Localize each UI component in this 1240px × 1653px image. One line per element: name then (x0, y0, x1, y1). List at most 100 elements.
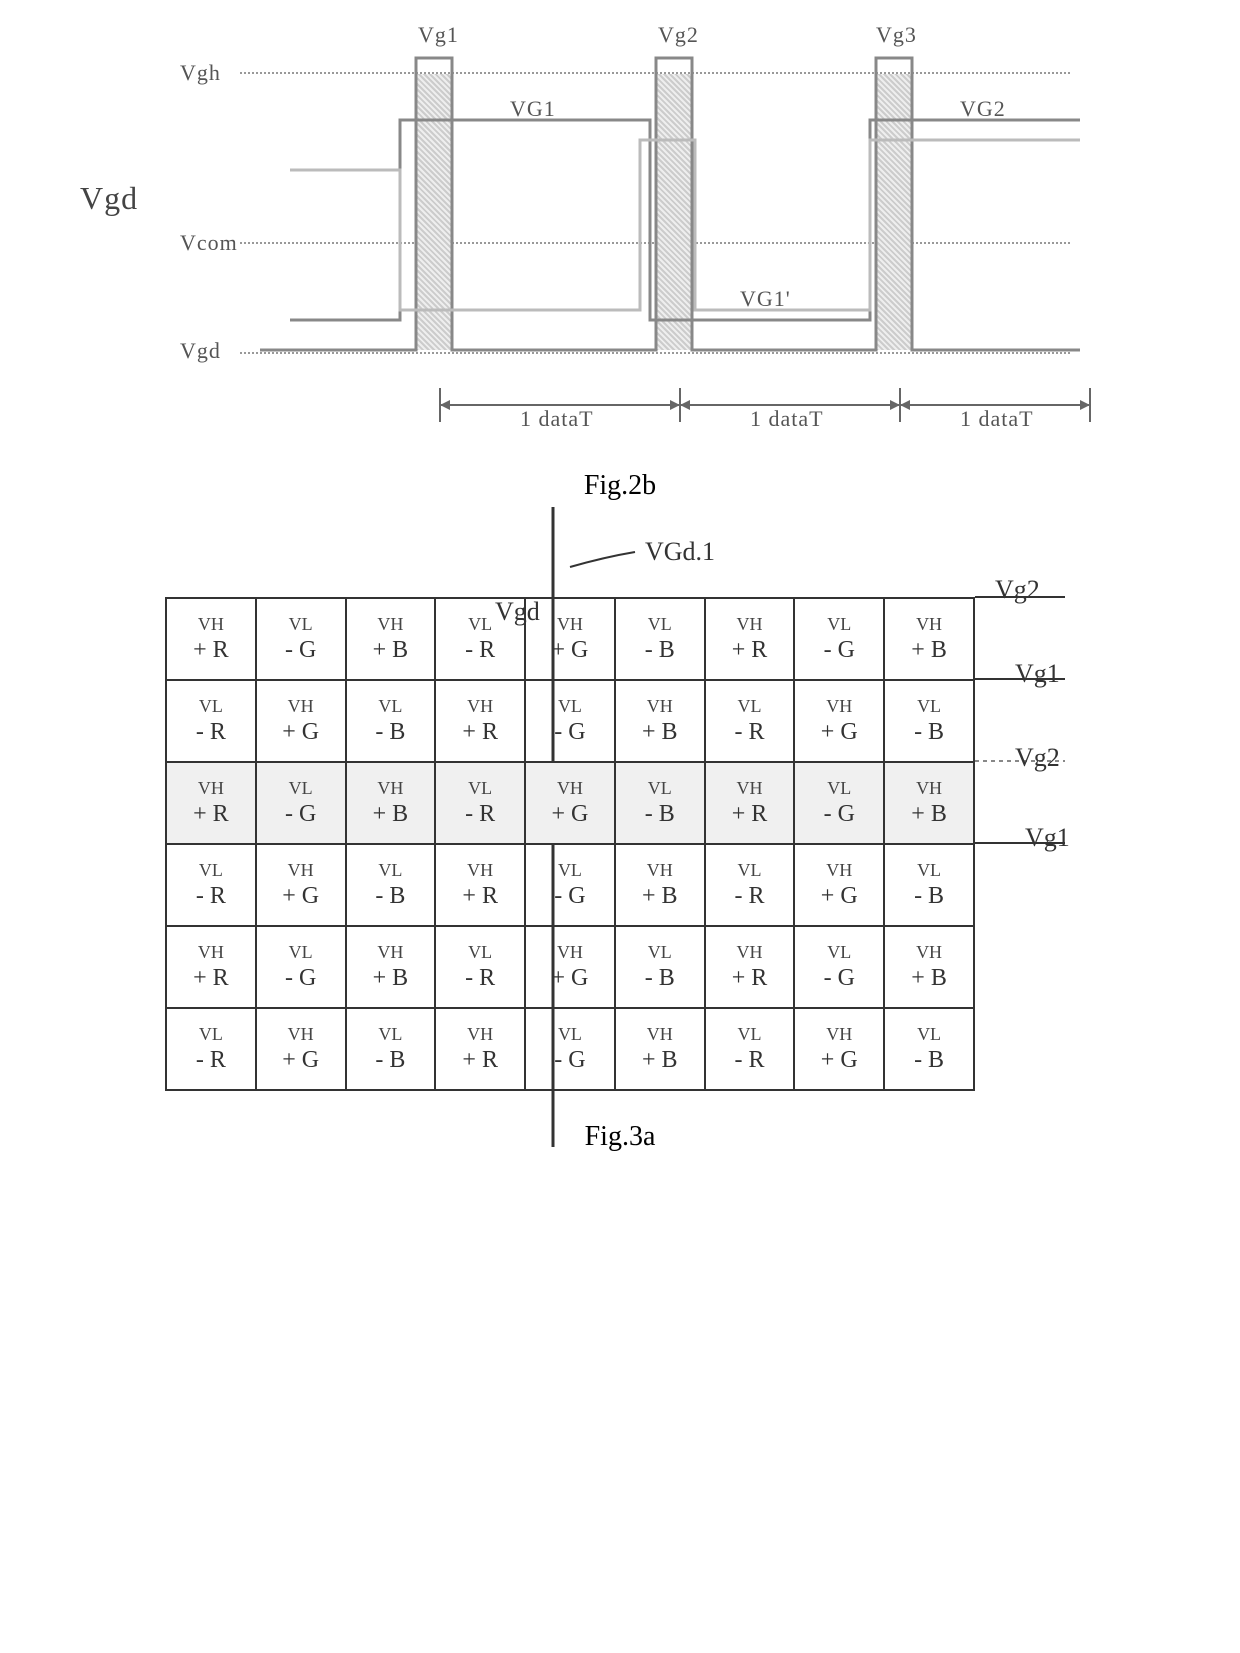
cell-top-label: VL (257, 942, 345, 963)
pixel-cell: VH+ G (794, 844, 884, 926)
cell-top-label: VL (616, 942, 704, 963)
table-row: VH+ RVL- GVH+ BVL- RVH+ GVL- BVH+ RVL- G… (166, 762, 974, 844)
cell-top-label: VH (795, 1024, 883, 1045)
side-vg2-a: Vg2 (995, 575, 1040, 605)
cell-bot-label: + G (257, 719, 345, 746)
cell-top-label: VL (526, 860, 614, 881)
cell-top-label: VL (616, 614, 704, 635)
cell-top-label: VH (436, 1024, 524, 1045)
cell-top-label: VL (706, 696, 794, 717)
cell-bot-label: + R (706, 965, 794, 992)
cell-bot-label: - R (436, 965, 524, 992)
cell-bot-label: + R (436, 883, 524, 910)
cell-bot-label: + G (257, 883, 345, 910)
cell-bot-label: - G (526, 1047, 614, 1074)
pixel-cell: VL- B (884, 680, 974, 762)
pixel-cell: VH+ B (615, 680, 705, 762)
side-vg2-b: Vg2 (1015, 743, 1060, 773)
table-row: VL- RVH+ GVL- BVH+ RVL- GVH+ BVL- RVH+ G… (166, 680, 974, 762)
pixel-cell: VH+ G (794, 680, 884, 762)
pixel-cell: VL- B (346, 680, 436, 762)
pixel-grid: VH+ RVL- GVH+ BVL- RVH+ GVL- BVH+ RVL- G… (165, 597, 975, 1091)
cell-bot-label: - R (167, 719, 255, 746)
cell-bot-label: - B (347, 883, 435, 910)
cell-top-label: VL (436, 942, 524, 963)
pixel-cell: VL- B (346, 1008, 436, 1090)
vg2-wave-label: VG2 (960, 96, 1006, 122)
period-1: 1 dataT (520, 406, 594, 432)
pixel-cell: VH+ B (884, 598, 974, 680)
cell-top-label: VL (706, 860, 794, 881)
cell-top-label: VH (347, 778, 435, 799)
cell-top-label: VH (706, 942, 794, 963)
table-row: VH+ RVL- GVH+ BVL- RVH+ GVL- BVH+ RVL- G… (166, 598, 974, 680)
cell-top-label: VH (167, 614, 255, 635)
pixel-cell: VL- R (435, 762, 525, 844)
cell-bot-label: + G (795, 1047, 883, 1074)
cell-top-label: VL (795, 778, 883, 799)
cell-bot-label: + G (257, 1047, 345, 1074)
pixel-cell: VH+ B (884, 926, 974, 1008)
table-row: VH+ RVL- GVH+ BVL- RVH+ GVL- BVH+ RVL- G… (166, 926, 974, 1008)
period-3: 1 dataT (960, 406, 1034, 432)
cell-bot-label: + G (795, 883, 883, 910)
cell-top-label: VH (885, 942, 973, 963)
cell-bot-label: + B (347, 801, 435, 828)
cell-top-label: VH (526, 942, 614, 963)
pixel-cell: VH+ G (256, 844, 346, 926)
table-row: VL- RVH+ GVL- BVH+ RVL- GVH+ BVL- RVH+ G… (166, 844, 974, 926)
cell-bot-label: + R (706, 801, 794, 828)
cell-bot-label: - B (616, 801, 704, 828)
fig2b-caption: Fig.2b (0, 470, 1240, 502)
pixel-cell: VH+ B (346, 598, 436, 680)
cell-bot-label: - G (526, 883, 614, 910)
pixel-cell: VH+ B (346, 762, 436, 844)
cell-bot-label: - R (436, 801, 524, 828)
cell-top-label: VH (167, 778, 255, 799)
cell-bot-label: + G (526, 965, 614, 992)
pixel-cell: VL- B (615, 598, 705, 680)
pixel-cell: VL- R (705, 1008, 795, 1090)
table-row: VL- RVH+ GVL- BVH+ RVL- GVH+ BVL- RVH+ G… (166, 1008, 974, 1090)
cell-bot-label: - B (616, 965, 704, 992)
pixel-cell: VH+ R (705, 598, 795, 680)
pixel-cell: VL- B (884, 1008, 974, 1090)
cell-top-label: VH (347, 942, 435, 963)
cell-bot-label: - R (706, 883, 794, 910)
pixel-cell: VL- R (705, 680, 795, 762)
pixel-cell: VH+ R (435, 680, 525, 762)
pixel-cell: VL- G (256, 598, 346, 680)
cell-top-label: VH (706, 778, 794, 799)
pixel-cell: VH+ G (525, 762, 615, 844)
pixel-cell: VH+ R (435, 844, 525, 926)
cell-top-label: VL (706, 1024, 794, 1045)
cell-top-label: VL (795, 614, 883, 635)
pixel-cell: VH+ G (794, 1008, 884, 1090)
cell-top-label: VH (347, 614, 435, 635)
vg1p-wave-label: VG1' (740, 286, 791, 312)
cell-bot-label: - G (795, 801, 883, 828)
pixel-cell: VH+ R (166, 598, 256, 680)
cell-bot-label: - R (706, 719, 794, 746)
pixel-cell: VH+ G (525, 926, 615, 1008)
pixel-cell: VL- B (615, 762, 705, 844)
cell-top-label: VL (167, 696, 255, 717)
cell-top-label: VH (616, 860, 704, 881)
pixel-cell: VL- R (166, 680, 256, 762)
pixel-cell: VH+ R (705, 762, 795, 844)
cell-top-label: VL (167, 860, 255, 881)
pixel-cell: VL- R (705, 844, 795, 926)
pixel-cell: VH+ R (166, 926, 256, 1008)
cell-bot-label: + B (347, 965, 435, 992)
pixel-cell: VL- G (794, 762, 884, 844)
pixel-cell: VH+ B (346, 926, 436, 1008)
cell-top-label: VH (436, 860, 524, 881)
cell-bot-label: + B (347, 637, 435, 664)
vgd-big-label: Vgd (80, 180, 138, 217)
cell-top-label: VL (167, 1024, 255, 1045)
cell-top-label: VH (257, 860, 345, 881)
pixel-cell: VL- B (346, 844, 436, 926)
cell-bot-label: - G (257, 801, 345, 828)
cell-bot-label: - B (347, 719, 435, 746)
cell-bot-label: + R (436, 1047, 524, 1074)
